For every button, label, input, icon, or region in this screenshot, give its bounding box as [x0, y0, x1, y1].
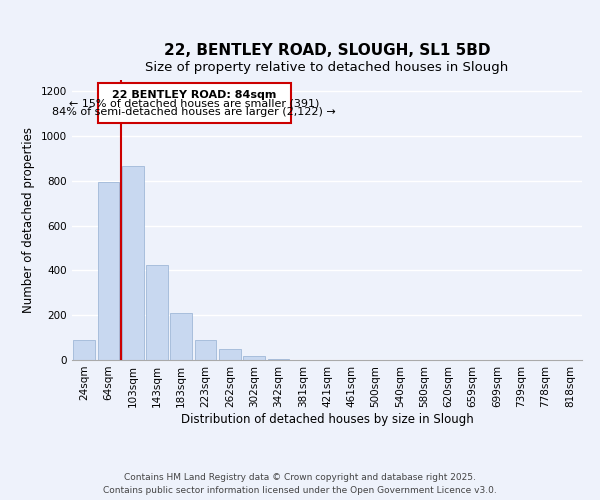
Bar [73, 340, 95, 360]
Y-axis label: Number of detached properties: Number of detached properties [22, 127, 35, 313]
Bar [97, 182, 119, 360]
Bar [146, 265, 168, 360]
Bar [170, 313, 192, 360]
FancyBboxPatch shape [97, 84, 290, 122]
Text: Contains HM Land Registry data © Crown copyright and database right 2025.
Contai: Contains HM Land Registry data © Crown c… [103, 474, 497, 495]
Bar [243, 356, 265, 360]
Text: Size of property relative to detached houses in Slough: Size of property relative to detached ho… [145, 62, 509, 74]
Bar [122, 166, 143, 360]
Text: 22, BENTLEY ROAD, SLOUGH, SL1 5BD: 22, BENTLEY ROAD, SLOUGH, SL1 5BD [164, 42, 490, 58]
Text: ← 15% of detached houses are smaller (391): ← 15% of detached houses are smaller (39… [69, 98, 319, 108]
Text: 84% of semi-detached houses are larger (2,122) →: 84% of semi-detached houses are larger (… [52, 107, 336, 117]
X-axis label: Distribution of detached houses by size in Slough: Distribution of detached houses by size … [181, 412, 473, 426]
Text: 22 BENTLEY ROAD: 84sqm: 22 BENTLEY ROAD: 84sqm [112, 90, 276, 100]
Bar [194, 340, 217, 360]
Bar [219, 349, 241, 360]
Title: 22, BENTLEY ROAD, SLOUGH, SL1 5BD
Size of property relative to detached houses i: 22, BENTLEY ROAD, SLOUGH, SL1 5BD Size o… [0, 499, 1, 500]
